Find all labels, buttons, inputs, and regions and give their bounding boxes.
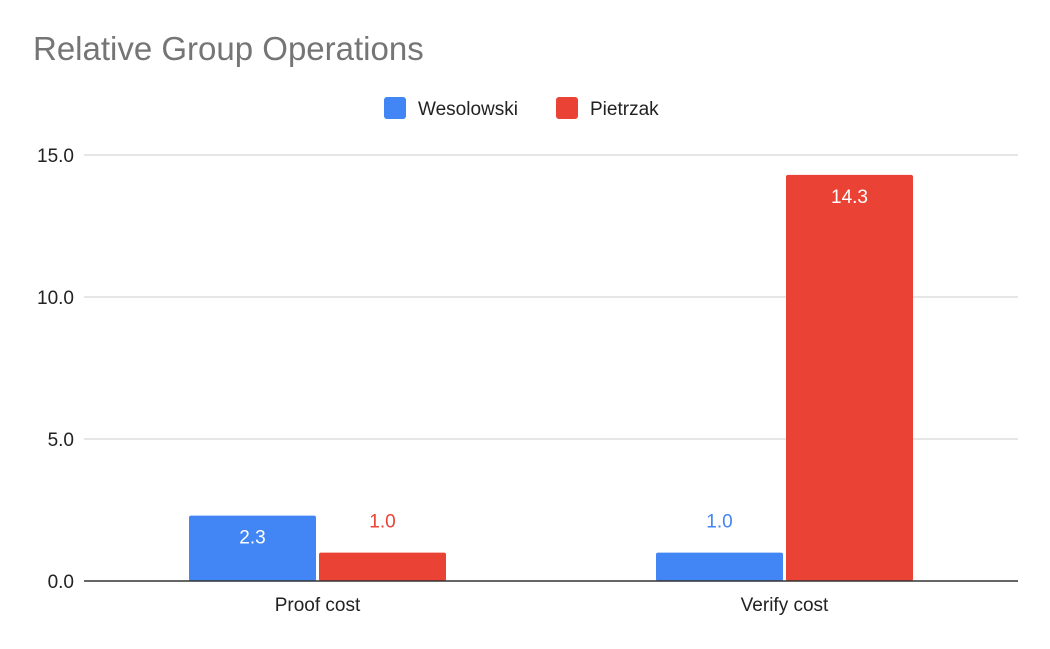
legend-label-pietrzak: Pietrzak bbox=[590, 99, 659, 120]
data-label: 14.3 bbox=[831, 187, 868, 208]
bar-wesolowski-proof-cost bbox=[189, 515, 316, 581]
legend-swatch-pietrzak bbox=[556, 97, 578, 119]
y-tick-label: 5.0 bbox=[48, 430, 74, 451]
bar-pietrzak-verify-cost bbox=[786, 174, 913, 581]
x-tick-label: Proof cost bbox=[275, 595, 361, 616]
bar-wesolowski-verify-cost bbox=[656, 552, 783, 581]
axes: 0.0 5.0 10.0 15.0 Proof cost Verify cost bbox=[37, 146, 1018, 616]
y-tick-label: 0.0 bbox=[48, 572, 74, 593]
bar-pietrzak-proof-cost bbox=[319, 552, 446, 581]
legend: Wesolowski Pietrzak bbox=[384, 97, 659, 120]
data-label: 1.0 bbox=[369, 512, 395, 533]
legend-label-wesolowski: Wesolowski bbox=[418, 99, 518, 120]
legend-swatch-wesolowski bbox=[384, 97, 406, 119]
data-label: 1.0 bbox=[706, 512, 732, 533]
y-tick-label: 10.0 bbox=[37, 288, 74, 309]
y-tick-label: 15.0 bbox=[37, 146, 74, 167]
x-tick-label: Verify cost bbox=[741, 595, 829, 616]
bars: 2.3 1.0 1.0 14.3 bbox=[189, 174, 913, 581]
data-label: 2.3 bbox=[239, 528, 265, 549]
chart-title: Relative Group Operations bbox=[33, 30, 424, 67]
